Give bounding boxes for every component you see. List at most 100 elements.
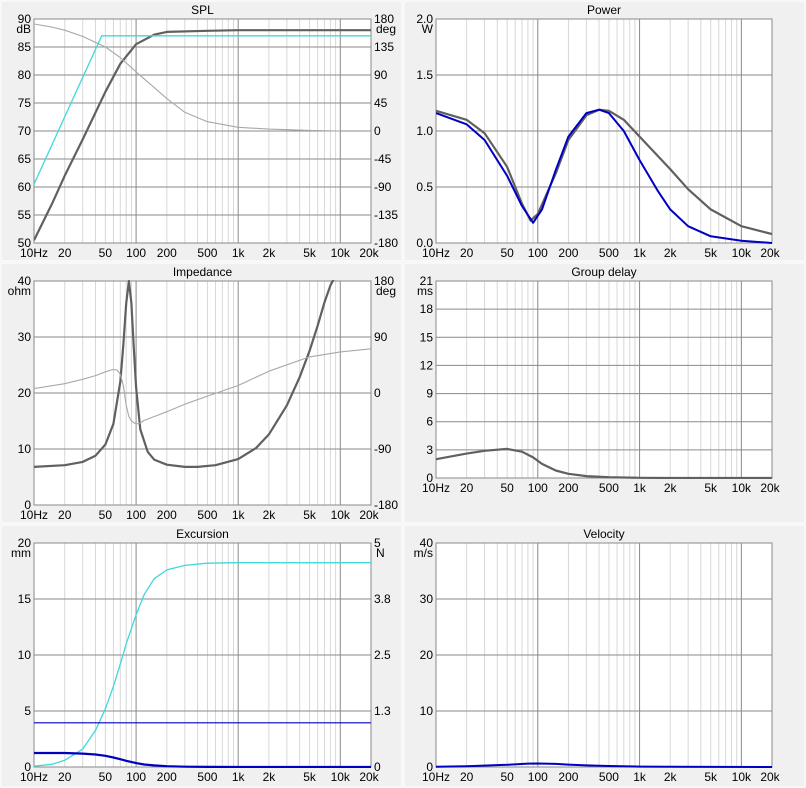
- y2-tick-label: -135: [374, 208, 398, 222]
- series-line-1: [34, 280, 335, 468]
- y2-axis-unit: deg: [376, 22, 396, 36]
- x-tick-label: 5k: [303, 508, 317, 522]
- y-tick-label: 0: [426, 471, 433, 485]
- x-tick-label: 1k: [232, 770, 246, 784]
- x-tick-label: 20k: [359, 508, 379, 522]
- y-axis-unit: ohm: [8, 284, 31, 298]
- chart-title: Velocity: [583, 527, 624, 541]
- x-tick-label: 2k: [263, 246, 277, 260]
- y-tick-label: 50: [18, 236, 32, 250]
- y-tick-label: 30: [18, 330, 32, 344]
- series-line-3: [34, 751, 371, 768]
- y2-axis-unit: N: [376, 546, 385, 560]
- y-tick-label: 20: [420, 648, 434, 662]
- y2-tick-label: 180: [374, 274, 394, 288]
- x-tick-label: 500: [599, 246, 619, 260]
- x-tick-label: 200: [157, 508, 177, 522]
- x-tick-label: 10k: [331, 246, 351, 260]
- x-tick-label: 2k: [664, 481, 678, 495]
- y-tick-label: 0.5: [416, 180, 433, 194]
- y-tick-label: 15: [18, 592, 32, 606]
- y2-tick-label: 45: [374, 96, 388, 110]
- chart-title: Excursion: [176, 527, 229, 541]
- y2-tick-label: -90: [374, 442, 392, 456]
- x-tick-label: 10Hz: [20, 770, 48, 784]
- x-tick-label: 20k: [760, 246, 780, 260]
- x-tick-label: 500: [599, 481, 619, 495]
- x-tick-label: 10k: [331, 770, 351, 784]
- x-tick-label: 20: [460, 770, 474, 784]
- y2-tick-label: -90: [374, 180, 392, 194]
- y-tick-label: 12: [420, 358, 434, 372]
- x-tick-label: 100: [126, 770, 146, 784]
- x-tick-label: 1k: [232, 246, 246, 260]
- y-axis-unit: mm: [11, 546, 31, 560]
- chart-impedance: Impedance403020100ohm180900-90-180deg10H…: [0, 262, 403, 524]
- x-tick-label: 20: [58, 508, 72, 522]
- x-tick-label: 50: [99, 770, 113, 784]
- y-axis-unit: W: [422, 22, 434, 36]
- x-tick-label: 500: [197, 246, 217, 260]
- x-tick-label: 5k: [704, 246, 718, 260]
- x-tick-label: 10Hz: [422, 246, 450, 260]
- y-tick-label: 65: [18, 152, 32, 166]
- y-tick-label: 10: [18, 442, 32, 456]
- y-axis-unit: ms: [417, 284, 433, 298]
- chart-title: Group delay: [571, 265, 636, 279]
- x-tick-label: 5k: [303, 770, 317, 784]
- y2-tick-label: 135: [374, 40, 394, 54]
- x-tick-label: 200: [558, 246, 578, 260]
- y-tick-label: 75: [18, 96, 32, 110]
- series-line-1: [436, 762, 772, 768]
- x-tick-label: 100: [528, 770, 548, 784]
- x-tick-label: 20k: [760, 481, 780, 495]
- chart-spl: SPL 90 85 80 75 70 65 60 55 50 dB 180 135 90 45 0 -45 -90…: [0, 0, 403, 262]
- x-tick-label: 20: [460, 481, 474, 495]
- x-tick-label: 500: [197, 508, 217, 522]
- y2-tick-label: 180: [374, 12, 394, 26]
- series-line-2: [34, 35, 371, 185]
- y-tick-label: 15: [420, 330, 434, 344]
- x-tick-label: 20: [58, 770, 72, 784]
- y-tick-label: 20: [18, 536, 32, 550]
- x-tick-label: 5k: [704, 770, 718, 784]
- x-tick-label: 5k: [303, 246, 317, 260]
- y2-tick-label: 90: [374, 330, 388, 344]
- plot-frame: [33, 280, 372, 506]
- y-tick-label: 0.0: [416, 236, 433, 250]
- x-tick-label: 200: [558, 481, 578, 495]
- y-tick-label: 10: [420, 704, 434, 718]
- y-tick-label: 5: [24, 704, 31, 718]
- x-tick-label: 5k: [704, 481, 718, 495]
- y2-tick-label: 1.3: [374, 704, 391, 718]
- y-tick-label: 2.0: [416, 12, 433, 26]
- y-tick-label: 9: [426, 387, 433, 401]
- grid: [33, 542, 372, 768]
- plot-frame: [435, 542, 773, 768]
- chart-title: Impedance: [173, 265, 233, 279]
- x-tick-label: 20k: [359, 770, 379, 784]
- x-tick-label: 2k: [664, 246, 678, 260]
- plot-area: [436, 281, 772, 478]
- y2-tick-label: -180: [374, 498, 398, 512]
- x-tick-label: 2k: [263, 508, 277, 522]
- x-tick-label: 500: [197, 770, 217, 784]
- x-tick-label: 10Hz: [422, 481, 450, 495]
- x-tick-label: 50: [99, 246, 113, 260]
- x-tick-label: 10Hz: [20, 246, 48, 260]
- y-tick-label: 85: [18, 40, 32, 54]
- series-line-2: [436, 108, 772, 244]
- x-tick-label: 500: [599, 770, 619, 784]
- y2-tick-label: -45: [374, 152, 392, 166]
- series-line-1: [34, 29, 371, 241]
- x-tick-label: 200: [157, 246, 177, 260]
- y-tick-label: 1.0: [416, 124, 433, 138]
- chart-title: SPL: [191, 3, 214, 17]
- series-line-2: [34, 348, 371, 425]
- x-tick-label: 10k: [732, 246, 752, 260]
- y-tick-label: 60: [18, 180, 32, 194]
- series-line-1: [436, 447, 772, 479]
- y-tick-label: 40: [18, 274, 32, 288]
